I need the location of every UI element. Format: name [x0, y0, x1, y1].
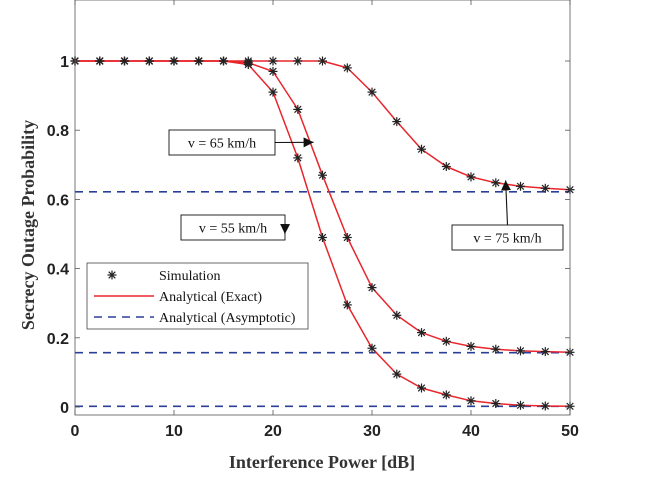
plot-frame	[74, 0, 571, 416]
annotation-arrow-3	[501, 180, 512, 226]
sim-point	[466, 172, 476, 182]
x-tick-label: 30	[363, 423, 381, 440]
sim-point	[417, 144, 426, 154]
sim-point	[318, 56, 327, 66]
annotation-label-3: v = 75 km/h	[473, 232, 541, 247]
sim-point	[194, 56, 204, 66]
legend-simulation-marker	[107, 270, 117, 280]
sim-point	[243, 60, 253, 69]
legend-label: Analytical (Exact)	[159, 290, 262, 305]
legend-label: Simulation	[159, 269, 220, 284]
sim-point	[293, 104, 303, 114]
y-tick-label: 0.6	[47, 192, 69, 209]
y-axis-label: Secrecy Outage Probability	[18, 120, 38, 330]
sim-point	[417, 383, 426, 393]
annotation-box-3	[451, 224, 564, 251]
sim-point	[144, 56, 154, 66]
sim-point	[392, 310, 402, 320]
sim-point	[466, 396, 476, 406]
sim-point	[120, 56, 129, 66]
x-tick-label: 40	[462, 423, 480, 440]
sim-point	[169, 56, 179, 66]
sim-point	[540, 347, 550, 357]
sim-point	[392, 369, 402, 379]
legend-label: Analytical (Asymptotic)	[159, 311, 296, 326]
sim-point	[367, 87, 377, 97]
y-tick-label: 0.8	[47, 123, 69, 140]
sim-point	[516, 346, 525, 356]
x-tick-label: 0	[71, 423, 80, 440]
sim-point	[342, 63, 352, 73]
y-tick-label: 0.2	[47, 331, 69, 348]
x-tick-label: 20	[264, 423, 282, 440]
sim-point	[540, 183, 550, 193]
sim-point	[466, 341, 476, 351]
sim-point	[268, 56, 278, 66]
sim-point	[318, 233, 327, 242]
x-axis-label: Interference Power [dB]	[229, 452, 415, 472]
sim-point	[491, 399, 501, 408]
sim-point	[367, 283, 377, 293]
x-tick-label: 10	[165, 423, 183, 440]
sim-point	[441, 336, 451, 346]
sim-point	[367, 343, 377, 353]
sim-point	[516, 400, 525, 410]
annotation-box-2	[180, 214, 286, 241]
sim-point	[441, 390, 451, 400]
sim-point	[268, 66, 278, 76]
sim-point	[95, 56, 105, 66]
sim-point	[516, 181, 525, 191]
sim-point	[293, 153, 303, 163]
sim-point	[219, 56, 228, 66]
sim-point	[342, 300, 352, 310]
sim-point	[318, 170, 327, 180]
sim-point	[417, 328, 426, 338]
annotation-label-2: v = 55 km/h	[199, 222, 267, 237]
y-tick-label: 0	[60, 400, 69, 417]
y-tick-label: 0.4	[47, 262, 69, 279]
sim-point	[491, 344, 501, 354]
x-tick-label: 50	[561, 423, 579, 440]
sim-point	[491, 178, 501, 188]
y-tick-label: 1	[60, 54, 69, 71]
sim-point	[293, 56, 303, 66]
sim-point	[342, 233, 352, 242]
annotation-label-1: v = 65 km/h	[188, 137, 256, 152]
sim-point	[540, 401, 550, 411]
sim-point	[268, 87, 278, 97]
plot-area	[75, 0, 570, 415]
sim-point	[441, 162, 451, 171]
sim-point	[392, 117, 402, 127]
